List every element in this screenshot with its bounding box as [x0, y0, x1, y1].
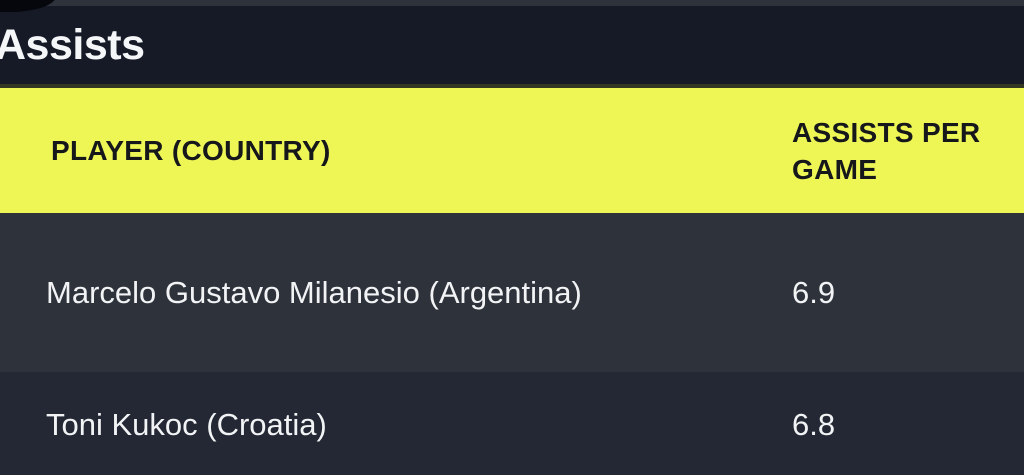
player-name: Marcelo Gustavo Milanesio (Argentina)	[46, 274, 582, 310]
table-row: Marcelo Gustavo Milanesio (Argentina) 6.…	[0, 213, 1024, 372]
top-divider-strip	[0, 0, 1024, 6]
assists-table: PLAYER (COUNTRY) ASSISTS PER GAME Marcel…	[0, 84, 1024, 475]
player-name-cell: Marcelo Gustavo Milanesio (Argentina)	[0, 270, 792, 316]
column-header-player: PLAYER (COUNTRY)	[51, 134, 331, 166]
table-header-row: PLAYER (COUNTRY) ASSISTS PER GAME	[0, 84, 1024, 213]
column-header-assists-per-game: ASSISTS PER GAME	[792, 116, 981, 185]
assists-value: 6.8	[792, 407, 836, 442]
assists-value: 6.9	[792, 274, 836, 310]
card-header: Assists	[0, 6, 1024, 84]
page-title: Assists	[0, 20, 145, 69]
player-name-cell: Toni Kukoc (Croatia)	[0, 402, 792, 448]
player-name: Toni Kukoc (Croatia)	[46, 407, 327, 442]
table-row: Toni Kukoc (Croatia) 6.8	[0, 372, 1024, 475]
